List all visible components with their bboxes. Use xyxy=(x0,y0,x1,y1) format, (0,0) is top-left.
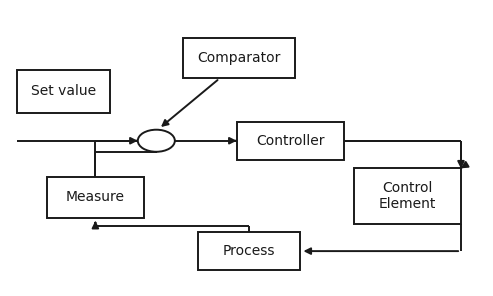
Text: Control
Element: Control Element xyxy=(379,181,436,211)
Text: Controller: Controller xyxy=(256,134,324,148)
FancyBboxPatch shape xyxy=(47,177,144,218)
FancyBboxPatch shape xyxy=(183,38,295,78)
FancyBboxPatch shape xyxy=(237,122,344,160)
Text: Set value: Set value xyxy=(31,84,96,98)
Circle shape xyxy=(138,130,175,152)
FancyBboxPatch shape xyxy=(354,168,461,223)
Text: Comparator: Comparator xyxy=(198,51,281,65)
FancyBboxPatch shape xyxy=(198,232,300,270)
FancyBboxPatch shape xyxy=(17,70,110,113)
Text: Process: Process xyxy=(223,244,275,258)
Text: Measure: Measure xyxy=(66,190,125,204)
